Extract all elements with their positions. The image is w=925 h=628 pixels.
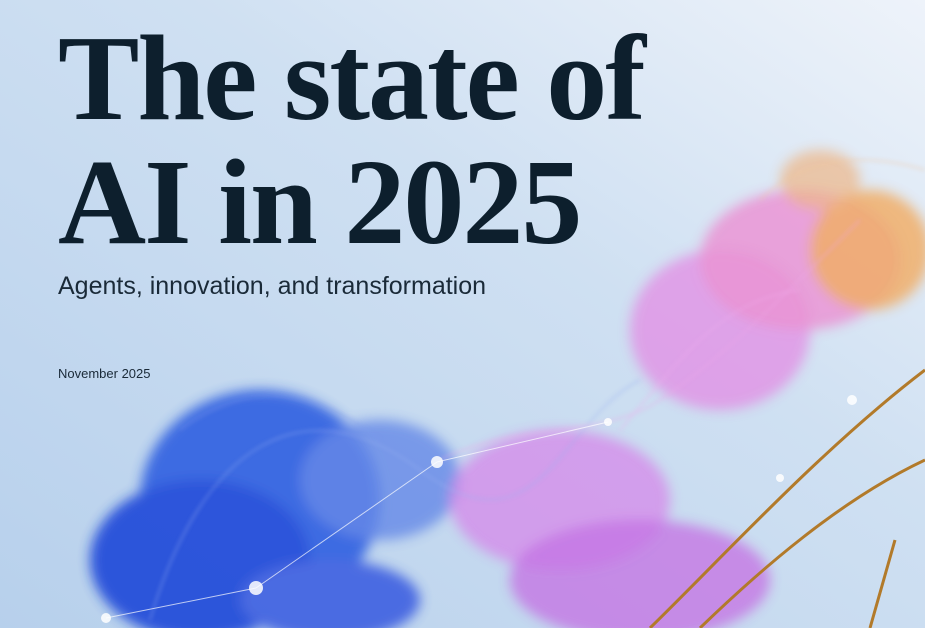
subtitle: Agents, innovation, and transformation	[58, 272, 487, 300]
date: November 2025	[58, 366, 151, 381]
title-line: The state of	[58, 11, 646, 146]
title-line: AI in 2025	[58, 135, 582, 270]
